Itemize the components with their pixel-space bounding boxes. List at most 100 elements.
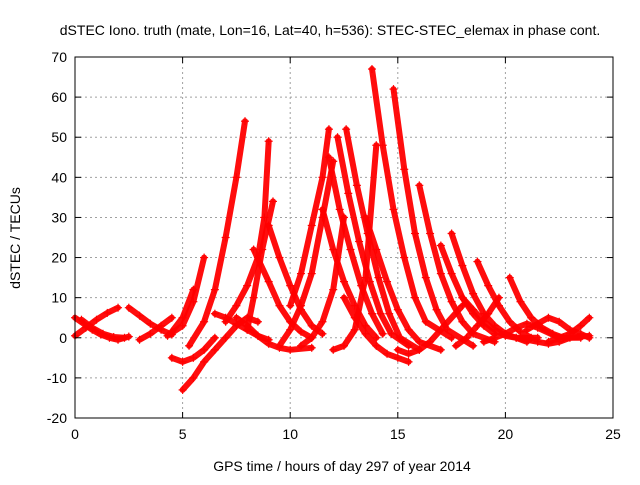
series-group bbox=[71, 65, 594, 394]
data-point bbox=[264, 277, 273, 286]
series-line-14 bbox=[250, 246, 315, 341]
data-point bbox=[275, 301, 284, 310]
data-point bbox=[307, 321, 316, 330]
data-point bbox=[533, 337, 542, 346]
series-6 bbox=[167, 285, 198, 336]
series-line-5 bbox=[164, 254, 208, 339]
data-point bbox=[522, 335, 531, 344]
data-point bbox=[307, 343, 316, 352]
data-point bbox=[178, 357, 187, 366]
data-point bbox=[346, 245, 355, 254]
data-point bbox=[189, 353, 198, 362]
data-point bbox=[268, 197, 277, 206]
data-point bbox=[318, 329, 327, 338]
data-point bbox=[286, 281, 295, 290]
data-point bbox=[296, 269, 305, 278]
data-point bbox=[232, 301, 241, 310]
y-tick-label: 60 bbox=[51, 89, 67, 105]
data-point bbox=[367, 309, 376, 318]
data-point bbox=[389, 85, 398, 94]
data-point bbox=[344, 189, 353, 198]
data-point bbox=[415, 337, 424, 346]
data-point bbox=[92, 315, 101, 324]
data-point bbox=[221, 333, 230, 342]
data-point bbox=[490, 325, 499, 334]
data-point bbox=[458, 261, 467, 270]
data-point bbox=[157, 321, 166, 330]
y-tick-label: -20 bbox=[47, 410, 67, 426]
data-point bbox=[393, 353, 402, 362]
data-point bbox=[98, 329, 107, 338]
data-point bbox=[576, 321, 585, 330]
data-point bbox=[264, 339, 273, 348]
data-point bbox=[361, 273, 370, 282]
x-tick-label: 15 bbox=[390, 426, 406, 442]
data-point bbox=[335, 205, 344, 214]
x-tick-label: 20 bbox=[498, 426, 514, 442]
data-point bbox=[451, 341, 460, 350]
data-point bbox=[378, 329, 387, 338]
data-point bbox=[249, 293, 258, 302]
data-point bbox=[400, 165, 409, 174]
data-point bbox=[355, 237, 364, 246]
data-point bbox=[135, 311, 144, 320]
data-point bbox=[350, 325, 359, 334]
data-point bbox=[411, 229, 420, 238]
data-point bbox=[333, 133, 342, 142]
data-point bbox=[548, 329, 557, 338]
data-point bbox=[576, 329, 585, 338]
data-point bbox=[389, 205, 398, 214]
data-point bbox=[411, 293, 420, 302]
data-point bbox=[544, 337, 553, 346]
data-point bbox=[585, 313, 594, 322]
data-point bbox=[340, 277, 348, 286]
data-point bbox=[318, 317, 327, 326]
data-point bbox=[505, 317, 514, 326]
data-point bbox=[432, 305, 441, 314]
series-line-20 bbox=[325, 154, 386, 337]
series-19 bbox=[318, 205, 381, 342]
data-point bbox=[324, 125, 333, 134]
data-point bbox=[415, 181, 424, 190]
data-point bbox=[77, 315, 86, 324]
data-point bbox=[329, 245, 338, 254]
series-line-28 bbox=[394, 302, 466, 357]
data-point bbox=[286, 301, 295, 310]
data-point bbox=[296, 301, 305, 310]
data-point bbox=[479, 317, 488, 326]
series-9 bbox=[185, 117, 250, 350]
data-point bbox=[458, 317, 467, 326]
series-7 bbox=[167, 333, 219, 366]
data-point bbox=[462, 333, 471, 342]
data-point bbox=[124, 303, 133, 312]
series-39 bbox=[544, 313, 594, 346]
data-point bbox=[426, 229, 435, 238]
data-point bbox=[340, 341, 348, 350]
data-point bbox=[512, 323, 521, 332]
data-point bbox=[400, 253, 409, 262]
data-point bbox=[103, 308, 112, 317]
data-point bbox=[324, 153, 333, 162]
data-point bbox=[436, 325, 445, 334]
data-point bbox=[374, 273, 383, 282]
data-point bbox=[200, 253, 209, 262]
series-4 bbox=[135, 313, 176, 344]
data-point bbox=[178, 313, 187, 322]
data-point bbox=[243, 325, 252, 334]
data-point bbox=[241, 117, 250, 126]
data-point bbox=[329, 345, 338, 354]
series-line-9 bbox=[186, 118, 248, 349]
data-point bbox=[378, 141, 387, 150]
y-tick-label: 20 bbox=[51, 250, 67, 266]
data-point bbox=[189, 373, 198, 382]
data-point bbox=[114, 303, 123, 312]
data-point bbox=[527, 313, 536, 322]
data-point bbox=[385, 309, 394, 318]
data-point bbox=[367, 65, 376, 74]
data-point bbox=[243, 281, 252, 290]
data-point bbox=[469, 341, 478, 350]
x-tick-label: 0 bbox=[71, 426, 79, 442]
data-point bbox=[469, 305, 478, 314]
data-point bbox=[210, 345, 219, 354]
